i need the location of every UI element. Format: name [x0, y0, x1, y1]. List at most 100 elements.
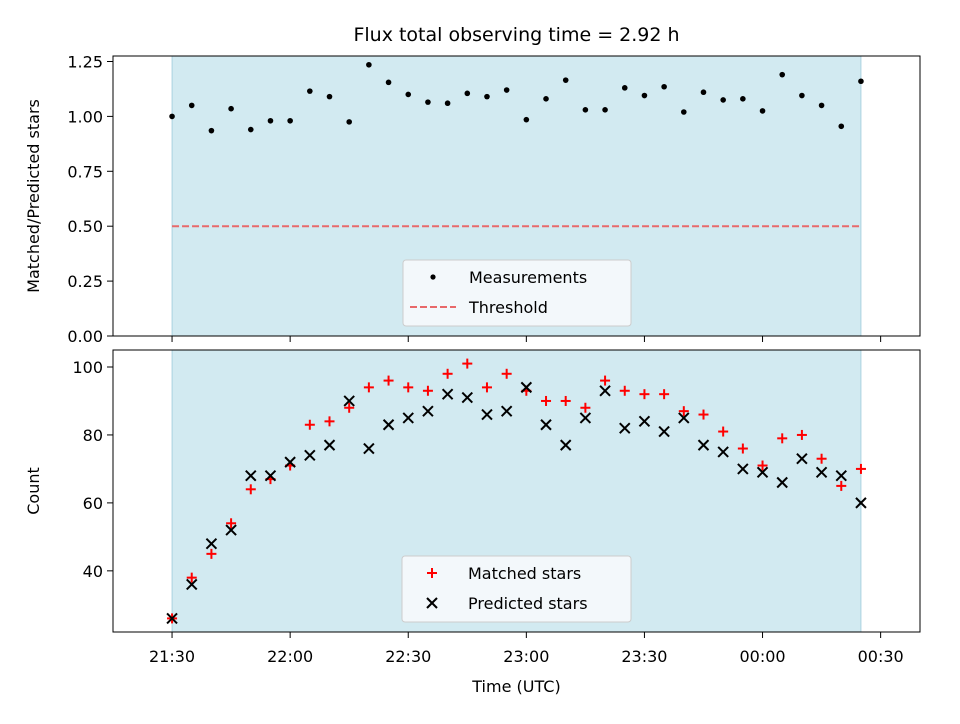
- matched-star-point: [304, 419, 315, 430]
- predicted-star-point: [402, 412, 414, 424]
- chart-title: Flux total observing time = 2.92 h: [353, 24, 679, 46]
- predicted-star-point: [363, 442, 375, 455]
- matched-star-point: [737, 443, 748, 454]
- measurement-point: [681, 109, 687, 115]
- x-tick-label: 23:30: [621, 647, 667, 666]
- x-stroke: [540, 419, 552, 431]
- measurement-point: [405, 91, 412, 98]
- x-stroke: [579, 412, 592, 424]
- predicted-star-point: [461, 391, 473, 404]
- measurement-point: [464, 90, 471, 97]
- measurement-point: [247, 126, 254, 133]
- predicted-star-point: [441, 388, 454, 400]
- x-tick-label: 00:30: [858, 647, 904, 666]
- predicted-star-point: [599, 385, 611, 397]
- measurement-point: [858, 78, 864, 85]
- x-stroke: [697, 439, 710, 451]
- y-axis-ticks: 0.00 0.25 0.50 0.75 1.00 1.25: [67, 52, 113, 346]
- x-stroke: [426, 597, 438, 609]
- x-tick-label: 23:00: [503, 647, 549, 666]
- x-stroke: [166, 612, 178, 625]
- measurement-point: [169, 113, 175, 120]
- x-stroke: [500, 405, 513, 417]
- legend: Matched stars Predicted stars: [401, 555, 632, 623]
- measurement-points: [169, 61, 864, 134]
- measurement-point: [740, 96, 746, 102]
- x-stroke: [815, 466, 828, 479]
- x-stroke: [481, 408, 493, 421]
- x-stroke: [599, 385, 611, 397]
- x-stroke: [737, 463, 749, 475]
- legend-marker-measurements: [430, 274, 436, 280]
- matched-star-point: [560, 395, 571, 406]
- count-points: [166, 358, 867, 625]
- predicted-star-point: [678, 412, 690, 424]
- predicted-star-point: [658, 425, 670, 438]
- predicted-star-point: [225, 524, 237, 536]
- measurement-point: [188, 102, 195, 109]
- x-stroke: [835, 470, 847, 482]
- plot-frame: [112, 55, 921, 337]
- predicted-star-point: [166, 612, 178, 625]
- x-stroke: [776, 476, 788, 489]
- legend-label-matched: Matched stars: [468, 564, 581, 583]
- star-count-panel: 40 60 80 100 21:30 22:00 22:30 23:00 23:30 00:00…: [24, 349, 921, 696]
- predicted-star-point: [304, 449, 316, 462]
- x-stroke: [264, 470, 277, 482]
- predicted-star-point: [835, 470, 847, 482]
- x-stroke: [796, 453, 808, 465]
- legend-label-threshold: Threshold: [468, 298, 548, 317]
- measurement-point: [700, 89, 707, 96]
- matched-star-point: [718, 426, 729, 437]
- measurement-point: [326, 93, 333, 100]
- measurement-point: [838, 123, 845, 130]
- legend-box: [401, 555, 632, 623]
- predicted-star-point: [343, 395, 355, 407]
- x-stroke: [205, 537, 218, 550]
- predicted-star-point: [579, 412, 592, 424]
- legend-label-predicted: Predicted stars: [468, 594, 588, 613]
- measurement-point: [425, 99, 431, 105]
- predicted-star-point: [815, 466, 828, 479]
- matched-star-point: [796, 429, 807, 440]
- y-tick-label: 0.00: [67, 327, 103, 346]
- y-axis-label: Count: [24, 467, 43, 515]
- matched-star-point: [363, 382, 374, 393]
- x-stroke: [756, 466, 769, 479]
- y-tick-label: 0.75: [67, 162, 103, 181]
- measurement-point: [287, 117, 293, 124]
- measurement-point: [582, 107, 589, 113]
- matched-star-point: [541, 395, 552, 406]
- predicted-star-point: [756, 466, 769, 479]
- matched-star-point: [619, 385, 630, 396]
- y-tick-label: 1.25: [67, 52, 103, 71]
- matched-star-point: [344, 402, 355, 413]
- y-tick-label: 0.25: [67, 272, 103, 291]
- x-stroke: [284, 456, 296, 468]
- x-stroke: [619, 422, 631, 434]
- measurement-point: [759, 108, 766, 114]
- matched-star-point: [600, 375, 611, 386]
- measurement-point: [444, 100, 451, 107]
- matched-star-point: [698, 409, 709, 420]
- x-stroke: [638, 415, 651, 428]
- predicted-star-point: [796, 453, 808, 465]
- y-axis-ticks: 40 60 80 100: [72, 358, 113, 581]
- measurement-point: [267, 117, 274, 124]
- predicted-star-point: [481, 408, 493, 421]
- measurement-point: [562, 77, 569, 83]
- matched-star-point: [836, 480, 847, 491]
- x-stroke: [225, 524, 237, 536]
- x-axis-ticks: 21:30 22:00 22:30 23:00 23:30 00:00 00:30: [149, 632, 904, 666]
- matched-star-point: [855, 463, 866, 474]
- x-stroke: [441, 388, 454, 400]
- x-stroke: [343, 395, 355, 407]
- legend-cross: [426, 597, 438, 609]
- matched-star-point: [678, 406, 689, 417]
- predicted-star-point: [284, 456, 296, 468]
- predicted-star-point: [737, 463, 749, 475]
- x-stroke: [560, 439, 572, 451]
- measurement-point: [720, 97, 726, 103]
